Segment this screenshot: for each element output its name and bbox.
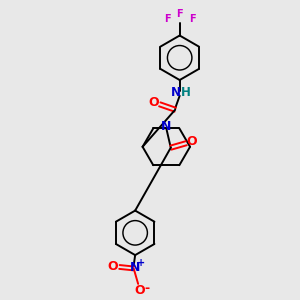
Text: N: N (161, 120, 172, 133)
Text: O: O (148, 96, 159, 110)
Text: H: H (181, 86, 191, 99)
Text: -: - (144, 282, 149, 295)
Text: +: + (137, 258, 145, 268)
Text: N: N (130, 261, 140, 274)
Text: F: F (176, 9, 183, 19)
Text: O: O (187, 135, 197, 148)
Text: F: F (189, 14, 195, 24)
Text: N: N (171, 86, 181, 99)
Text: O: O (134, 284, 145, 297)
Text: F: F (164, 14, 170, 24)
Text: O: O (108, 260, 118, 274)
